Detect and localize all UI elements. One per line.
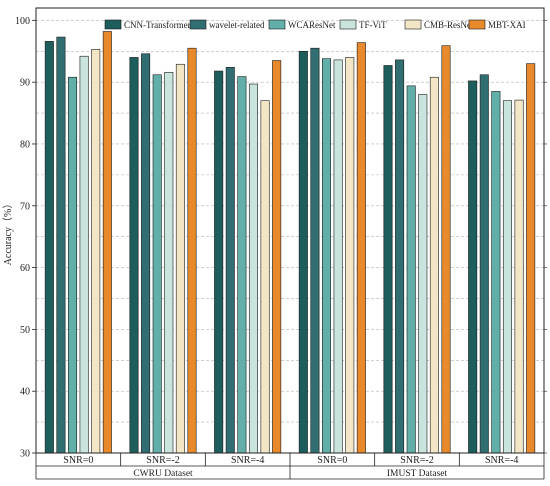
legend-swatch xyxy=(404,19,422,30)
bar xyxy=(491,91,501,454)
bar xyxy=(102,31,112,454)
legend: CNN-Transformer wavelet-related WCAResNet T… xyxy=(104,19,526,30)
category-label: SNR=0 xyxy=(63,455,93,466)
bar xyxy=(418,94,428,454)
y-tick-label: 80 xyxy=(20,139,30,150)
bar xyxy=(526,63,536,454)
legend-swatch xyxy=(104,19,122,30)
bar xyxy=(272,60,282,454)
legend-swatch xyxy=(189,19,207,30)
y-tick-label: 100 xyxy=(15,16,30,27)
bar xyxy=(345,57,355,454)
bar xyxy=(356,42,366,454)
bar xyxy=(468,80,478,454)
bar xyxy=(502,100,512,454)
category-label: SNR=-2 xyxy=(146,455,179,466)
legend-label: CMB-ResNet xyxy=(424,20,474,30)
bar xyxy=(260,100,270,454)
bar xyxy=(164,71,174,454)
bar xyxy=(175,63,185,454)
bar xyxy=(479,74,489,454)
bar xyxy=(152,74,162,454)
group-label: CWRU Dataset xyxy=(133,469,193,479)
bar xyxy=(514,99,524,454)
category-label: SNR=-2 xyxy=(400,455,433,466)
bar xyxy=(248,83,258,454)
y-tick-label: 60 xyxy=(20,263,30,274)
category-label: SNR=-4 xyxy=(485,455,518,466)
legend-label: wavelet-related xyxy=(209,20,265,30)
legend-label: TF-ViT xyxy=(359,20,387,30)
legend-label: WCAResNet xyxy=(288,20,336,30)
y-tick-label: 30 xyxy=(20,449,30,460)
bar xyxy=(322,58,332,454)
legend-swatch xyxy=(268,19,286,30)
bar xyxy=(429,76,439,454)
bar xyxy=(79,55,89,454)
bar xyxy=(225,67,235,454)
bar xyxy=(395,59,405,454)
y-axis-label: Accuracy（%） xyxy=(2,199,14,266)
bar xyxy=(237,76,247,454)
category-label: SNR=-4 xyxy=(231,455,264,466)
axes: 30 40 50 60 70 80 90 100 SNR=0 SNR=-2 SNR=-4 SNR=0 S… xyxy=(15,7,547,480)
bar xyxy=(406,85,416,454)
bar xyxy=(129,57,139,454)
bar xyxy=(68,76,78,454)
legend-label: MBT-XAI xyxy=(488,20,526,30)
bar xyxy=(141,53,151,454)
bar xyxy=(298,50,308,454)
category-label: SNR=0 xyxy=(317,455,347,466)
bar xyxy=(56,36,66,454)
bar xyxy=(44,41,54,454)
bar xyxy=(441,45,451,454)
y-tick-label: 40 xyxy=(20,387,30,398)
bar xyxy=(383,65,393,454)
y-tick-label: 50 xyxy=(20,325,30,336)
bar xyxy=(214,70,224,454)
legend-swatch xyxy=(468,19,486,30)
bar xyxy=(91,49,101,454)
legend-label: CNN-Transformer xyxy=(124,20,191,30)
y-tick-label: 70 xyxy=(20,201,30,212)
bar xyxy=(310,47,320,454)
legend-swatch xyxy=(339,19,357,30)
bar xyxy=(187,47,197,454)
group-label: IMUST Dataset xyxy=(387,469,448,479)
y-tick-label: 90 xyxy=(20,78,30,89)
bar xyxy=(333,59,343,454)
